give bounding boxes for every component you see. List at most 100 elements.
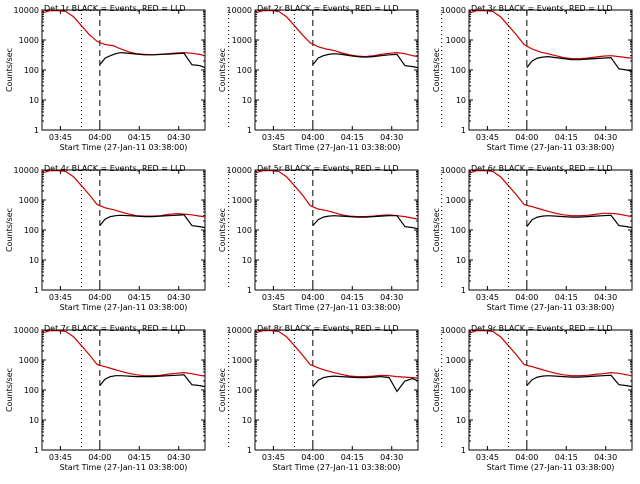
y-axis-label: Counts/sec [218,368,227,412]
chart-title: Det 7r BLACK = Events, RED = LLD [44,324,186,333]
y-tick-label: 10000 [441,6,466,15]
y-tick-label: 10000 [14,326,39,335]
y-tick-label: 10000 [441,166,466,175]
x-tick-label: 03:45 [49,453,72,462]
plot-frame [41,169,206,291]
y-tick-label: 1 [34,286,39,295]
x-tick-label: 03:45 [476,453,499,462]
x-tick-label: 03:45 [476,133,499,142]
plot-frame [41,329,206,451]
lld-series-line [41,330,206,377]
chart-panel: 1 10 100 1000 10000 03:45 04:00 04:15 04:30 Det 5… [218,164,443,312]
y-tick-label: 100 [451,386,466,395]
y-tick-label: 1 [247,126,252,135]
y-axis-label: Counts/sec [218,48,227,92]
y-tick-label: 1000 [19,356,39,365]
x-tick-label: 04:15 [555,293,578,302]
x-axis-label: Start Time (27-Jan-11 03:38:00) [60,143,188,152]
y-tick-label: 100 [237,226,252,235]
x-tick-label: 04:30 [380,293,403,302]
y-tick-label: 100 [24,226,39,235]
y-tick-label: 1 [247,446,252,455]
x-tick-label: 04:00 [88,293,111,302]
x-tick-label: 03:45 [262,453,285,462]
y-tick-label: 10 [29,416,39,425]
x-tick-label: 04:00 [515,293,538,302]
x-tick-label: 04:30 [594,453,617,462]
x-tick-label: 04:30 [167,133,190,142]
y-tick-label: 1000 [232,36,252,45]
y-tick-label: 1 [461,126,466,135]
plot-frame [254,329,419,451]
x-tick-label: 04:00 [301,293,324,302]
chart-panel: 1 10 100 1000 10000 03:45 04:00 04:15 04:30 Det 6… [432,164,633,312]
y-tick-label: 10 [29,256,39,265]
x-axis-label: Start Time (27-Jan-11 03:38:00) [487,143,615,152]
y-tick-label: 10000 [441,326,466,335]
x-tick-label: 04:30 [594,133,617,142]
lld-series-line [254,170,419,220]
x-tick-label: 03:45 [49,293,72,302]
plot-frame [254,169,419,291]
x-tick-label: 04:00 [301,453,324,462]
y-tick-label: 1000 [446,356,466,365]
lld-series-line [254,10,419,58]
x-tick-label: 04:00 [515,133,538,142]
x-tick-label: 04:30 [380,133,403,142]
chart-title: Det 4r BLACK = Events, RED = LLD [44,164,186,173]
y-tick-label: 100 [237,386,252,395]
x-axis-label: Start Time (27-Jan-11 03:38:00) [487,303,615,312]
x-tick-label: 04:15 [555,453,578,462]
x-tick-label: 04:00 [515,453,538,462]
y-tick-label: 100 [24,66,39,75]
x-tick-label: 03:45 [262,133,285,142]
y-tick-label: 100 [451,66,466,75]
x-tick-label: 03:45 [476,293,499,302]
events-series-line [99,51,206,69]
chart-panel: 1 10 100 1000 10000 03:45 04:00 04:15 04:30 Det 9… [432,324,633,472]
y-tick-label: 10000 [227,326,252,335]
events-series-line [312,375,419,393]
y-tick-label: 1000 [19,196,39,205]
chart-title: Det 1r BLACK = Events, RED = LLD [44,4,186,13]
y-tick-label: 10 [242,96,252,105]
plot-frame [468,329,633,451]
x-axis-label: Start Time (27-Jan-11 03:38:00) [273,143,401,152]
x-axis-label: Start Time (27-Jan-11 03:38:00) [273,463,401,472]
x-tick-label: 04:15 [128,133,151,142]
plot-frame [468,169,633,291]
chart-title: Det 5r BLACK = Events, RED = LLD [257,164,399,173]
x-tick-label: 04:15 [341,293,364,302]
events-series-line [99,214,206,229]
lld-series-line [468,330,633,377]
x-axis-label: Start Time (27-Jan-11 03:38:00) [487,463,615,472]
y-tick-label: 1000 [232,196,252,205]
x-tick-label: 03:45 [262,293,285,302]
y-tick-label: 1000 [446,196,466,205]
x-tick-label: 03:45 [49,133,72,142]
plot-frame [254,9,419,131]
x-tick-label: 04:15 [555,133,578,142]
x-tick-label: 04:15 [341,453,364,462]
plot-frame [468,9,633,131]
plot-frame [41,9,206,131]
y-tick-label: 10000 [14,166,39,175]
events-series-line [99,374,206,388]
y-axis-label: Counts/sec [5,368,14,412]
y-tick-label: 100 [24,386,39,395]
chart-panel: 1 10 100 1000 10000 03:45 04:00 04:15 04:30 Det 2… [218,4,443,152]
y-tick-label: 10 [456,256,466,265]
events-series-line [526,55,633,72]
y-tick-label: 1000 [446,36,466,45]
lld-series-line [254,330,419,379]
chart-title: Det 9r BLACK = Events, RED = LLD [471,324,613,333]
y-tick-label: 1 [247,286,252,295]
y-tick-label: 1 [34,446,39,455]
y-tick-label: 100 [451,226,466,235]
x-axis-label: Start Time (27-Jan-11 03:38:00) [60,463,188,472]
x-tick-label: 04:15 [341,133,364,142]
y-tick-label: 100 [237,66,252,75]
x-tick-label: 04:30 [167,453,190,462]
x-tick-label: 04:30 [594,293,617,302]
